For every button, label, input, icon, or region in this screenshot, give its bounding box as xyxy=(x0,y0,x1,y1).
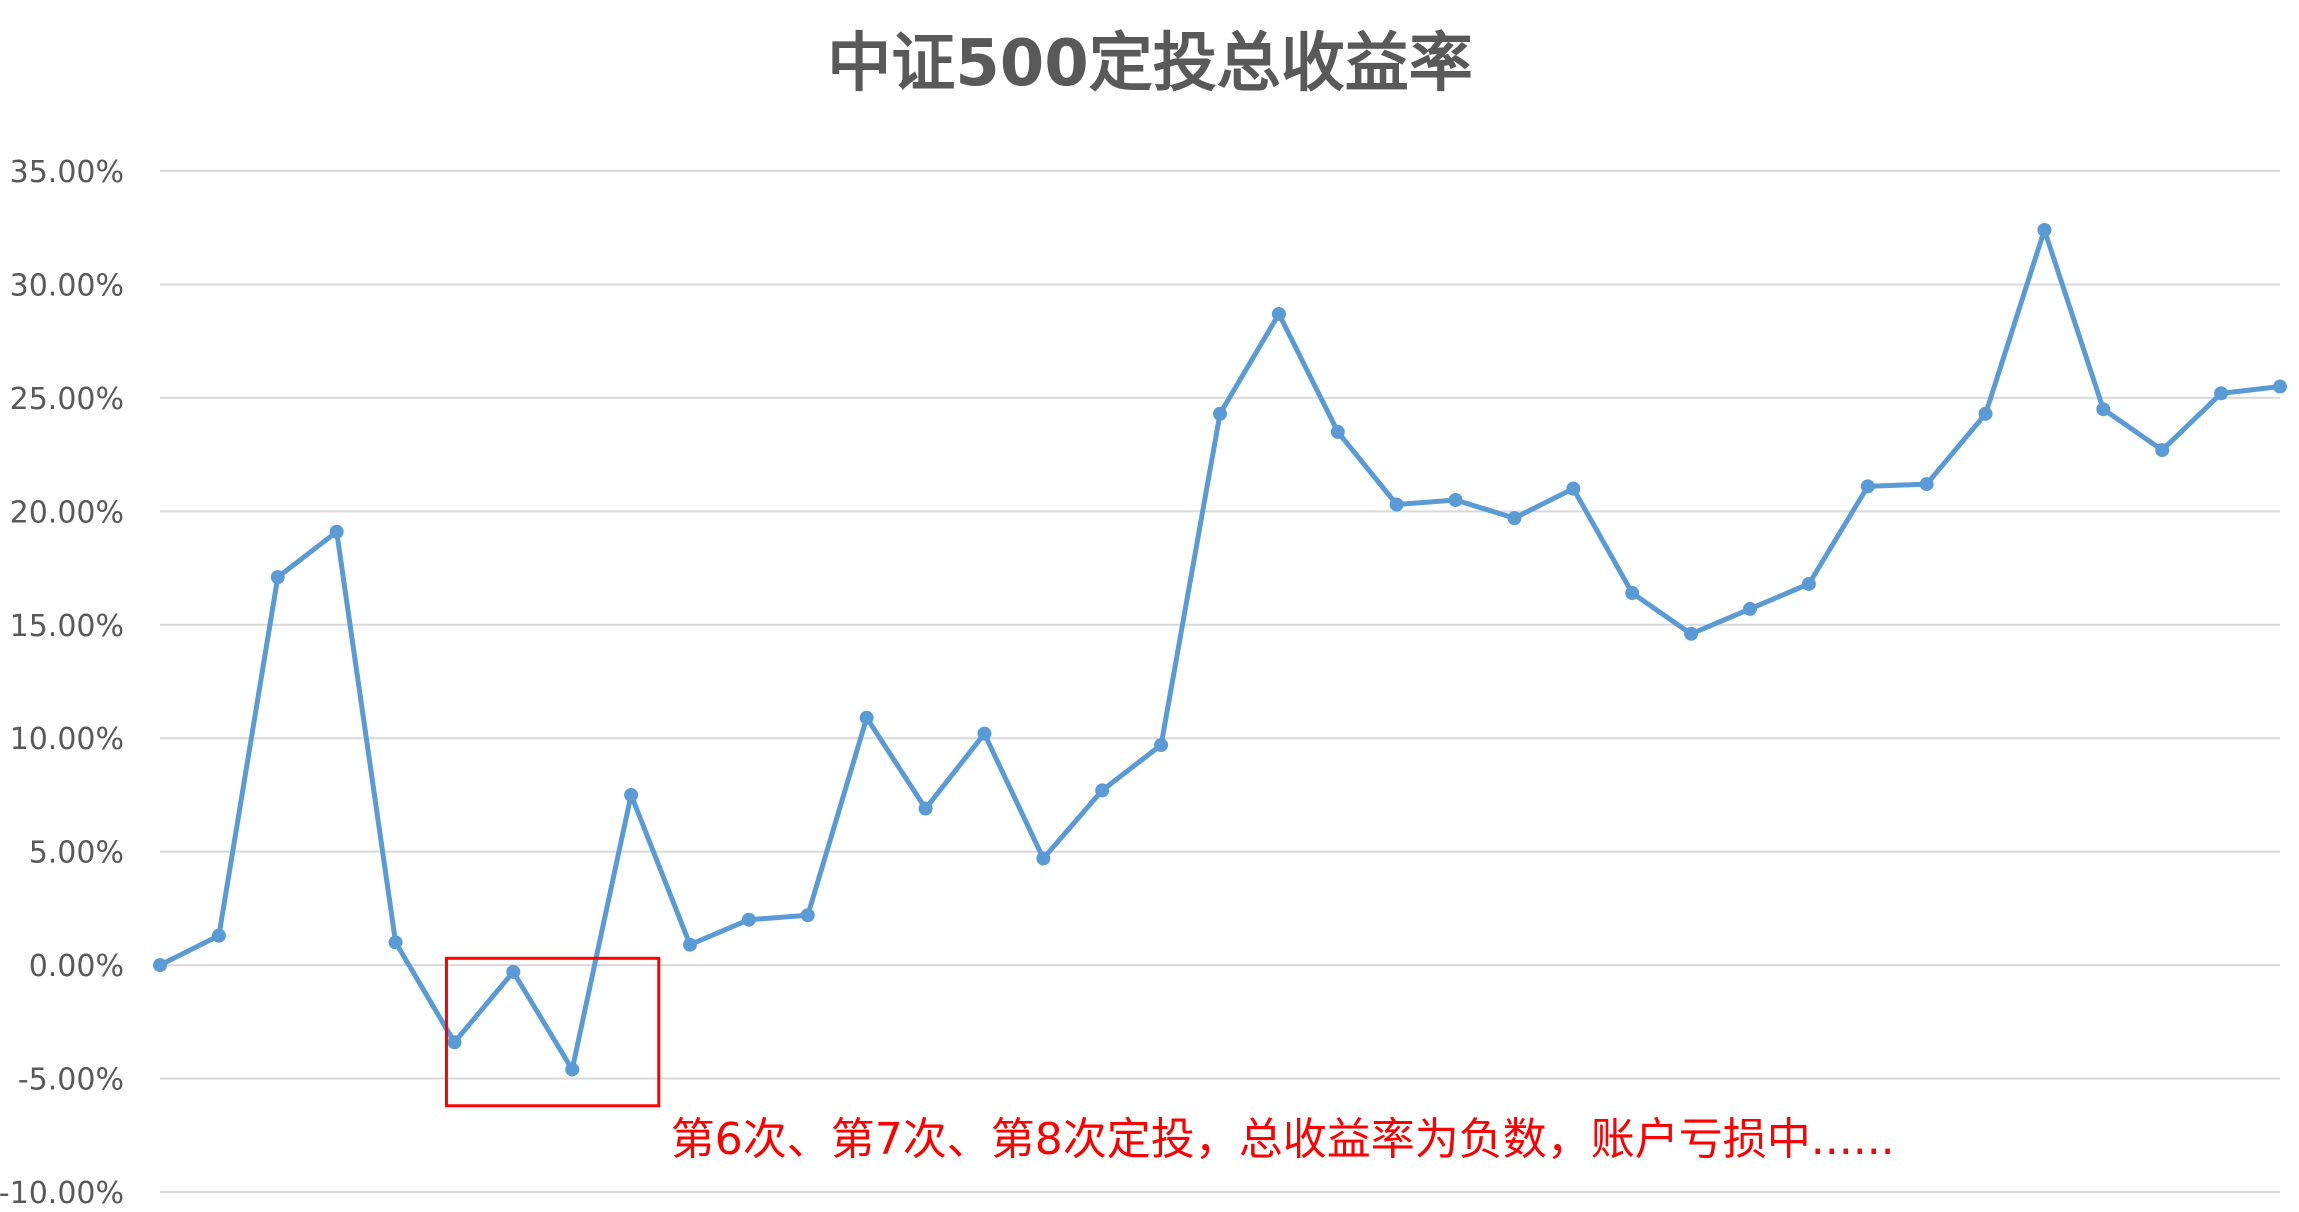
data-point xyxy=(1860,479,1875,494)
data-point xyxy=(211,928,226,943)
data-point xyxy=(624,787,639,802)
data-point xyxy=(388,935,403,950)
data-point xyxy=(270,570,285,585)
data-point xyxy=(1271,306,1286,321)
y-tick-label: 25.00% xyxy=(10,382,124,417)
chart-title: 中证500定投总收益率 xyxy=(827,27,1473,101)
data-point xyxy=(2155,443,2170,458)
data-point xyxy=(1036,851,1051,866)
data-point xyxy=(977,726,992,741)
negative-return-highlight-box xyxy=(444,956,661,1108)
data-point xyxy=(1448,492,1463,507)
data-point xyxy=(859,710,874,725)
data-point xyxy=(1507,511,1522,526)
series-line xyxy=(157,227,2283,1072)
data-point xyxy=(1684,626,1699,641)
data-point xyxy=(2037,222,2052,237)
data-point xyxy=(565,1062,580,1077)
data-point xyxy=(1213,406,1227,421)
data-point xyxy=(1919,477,1934,492)
series-points xyxy=(153,222,2287,1077)
data-point xyxy=(1801,576,1816,591)
data-point xyxy=(1330,424,1345,439)
data-point xyxy=(918,801,933,816)
data-point xyxy=(506,964,521,979)
data-point xyxy=(683,937,697,952)
data-point xyxy=(800,908,815,923)
y-axis-ticks: 35.00% 30.00% 25.00% 20.00% 15.00% 10.00% 5.00… xyxy=(0,155,124,1211)
data-point xyxy=(1389,497,1404,512)
data-point xyxy=(153,958,167,973)
y-tick-label: 5.00% xyxy=(29,836,124,871)
y-tick-label: -5.00% xyxy=(18,1063,124,1098)
y-tick-label: 15.00% xyxy=(10,609,124,644)
y-tick-label: 30.00% xyxy=(10,268,124,303)
data-point xyxy=(447,1035,462,1050)
y-tick-label: 0.00% xyxy=(29,949,124,984)
data-point xyxy=(2214,386,2229,401)
data-point xyxy=(1743,601,1757,616)
annotation-text: 第6次、第7次、第8次定投，总收益率为负数，账户亏损中...... xyxy=(671,1114,1895,1165)
data-point xyxy=(1566,481,1581,496)
y-tick-label: -10.00% xyxy=(0,1176,124,1211)
data-point xyxy=(1625,586,1640,601)
data-point xyxy=(1978,406,1993,421)
data-point xyxy=(741,912,756,927)
gridlines xyxy=(160,170,2280,1193)
data-point xyxy=(2096,402,2111,417)
data-point xyxy=(1095,783,1110,798)
data-point xyxy=(1154,738,1169,753)
y-tick-label: 20.00% xyxy=(10,495,124,530)
y-tick-label: 35.00% xyxy=(10,155,124,190)
data-point xyxy=(2273,379,2287,394)
data-point xyxy=(329,524,344,539)
y-tick-label: 10.00% xyxy=(10,722,124,757)
